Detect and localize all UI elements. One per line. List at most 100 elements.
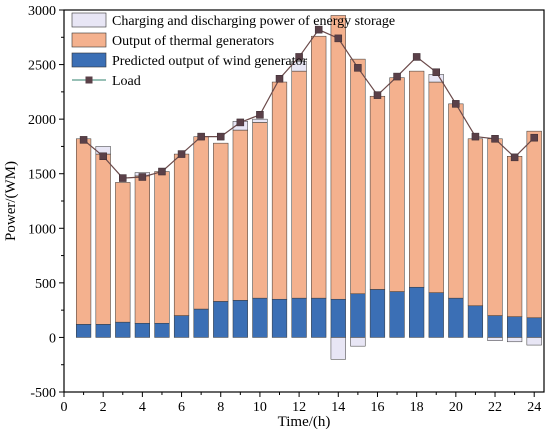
load-point-20 [452, 100, 460, 108]
thermal-bar-4 [134, 175, 150, 324]
wind-bar-11 [271, 298, 288, 338]
thermal-bar-13 [311, 35, 327, 299]
y-tick-label--500: -500 [30, 386, 56, 401]
thermal-bar-11 [271, 81, 288, 300]
legend-swatch-1 [71, 32, 107, 48]
storage-bar-14 [330, 337, 346, 360]
x-tick-label-6: 6 [178, 400, 185, 415]
thermal-bar-20 [448, 103, 464, 299]
wind-bar-4 [134, 322, 150, 338]
y-tick-label-2000: 2000 [28, 113, 56, 128]
wind-bar-20 [448, 297, 464, 338]
plot-area [75, 15, 542, 360]
x-tick-label-24: 24 [527, 400, 541, 415]
x-tick-label-4: 4 [139, 400, 146, 415]
load-point-2 [99, 152, 107, 161]
legend-swatch-load-marker [85, 76, 93, 84]
wind-bar-16 [369, 289, 386, 338]
load-point-13 [314, 25, 323, 34]
load-point-24 [530, 133, 538, 142]
legend-label-3: Load [112, 74, 141, 89]
load-point-15 [354, 64, 362, 72]
y-tick-label-3000: 3000 [28, 4, 56, 19]
wind-bar-9 [232, 300, 248, 338]
wind-bar-6 [173, 315, 190, 338]
y-tick-label-500: 500 [35, 277, 56, 292]
thermal-bar-19 [428, 81, 444, 293]
wind-bar-12 [291, 297, 307, 338]
load-point-17 [393, 72, 401, 81]
thermal-bar-2 [95, 153, 111, 325]
wind-bar-2 [95, 324, 111, 338]
wind-bar-15 [350, 293, 366, 338]
storage-bar-24 [526, 337, 542, 346]
load-point-6 [177, 150, 186, 158]
storage-bar-23 [507, 337, 523, 343]
x-tick-label-18: 18 [410, 400, 424, 415]
thermal-bar-7 [193, 136, 209, 310]
thermal-bar-21 [467, 138, 484, 307]
legend-swatch-2 [71, 52, 107, 68]
y-tick-label-0: 0 [49, 331, 56, 346]
y-tick-label-1500: 1500 [28, 168, 56, 183]
thermal-bar-8 [213, 142, 229, 302]
x-axis-title: Time/(h) [278, 414, 331, 430]
legend-label-0: Charging and discharging power of energy… [112, 14, 395, 29]
wind-bar-1 [75, 324, 92, 338]
load-point-7 [197, 132, 205, 141]
load-point-16 [373, 91, 382, 99]
load-point-10 [256, 111, 264, 119]
x-tick-label-16: 16 [370, 400, 384, 415]
thermal-bar-24 [526, 130, 542, 319]
x-tick-label-0: 0 [61, 400, 68, 415]
wind-bar-18 [409, 286, 425, 338]
load-point-5 [158, 167, 166, 176]
x-tick-label-22: 22 [488, 400, 502, 415]
thermal-bar-1 [75, 138, 92, 325]
load-point-9 [236, 118, 245, 127]
wind-bar-3 [115, 321, 131, 338]
x-tick-label-20: 20 [449, 400, 463, 415]
wind-bar-19 [428, 292, 444, 338]
thermal-bar-17 [389, 77, 405, 292]
x-tick-label-8: 8 [217, 400, 224, 415]
thermal-bar-23 [507, 156, 523, 317]
x-tick-label-10: 10 [253, 400, 267, 415]
load-point-3 [119, 174, 127, 182]
storage-bar-15 [350, 337, 366, 347]
storage-bar-12 [291, 61, 307, 72]
thermal-bar-14 [330, 15, 346, 300]
legend-label-2: Predicted output of wind generator [112, 54, 308, 69]
load-point-8 [216, 132, 225, 141]
load-point-22 [491, 135, 499, 143]
load-point-4 [138, 173, 147, 181]
x-tick-label-14: 14 [331, 400, 345, 415]
wind-bar-8 [213, 301, 229, 338]
storage-bar-22 [487, 337, 503, 341]
load-point-19 [432, 68, 440, 76]
y-tick-label-1000: 1000 [28, 222, 56, 237]
wind-bar-24 [526, 317, 542, 338]
y-axis-title: Power/(WM) [3, 161, 19, 241]
x-tick-label-2: 2 [100, 400, 107, 415]
thermal-bar-18 [409, 70, 425, 288]
legend: Charging and discharging power of energy… [71, 12, 395, 89]
wind-bar-10 [252, 297, 268, 338]
load-point-14 [334, 34, 343, 43]
storage-bar-10 [252, 118, 268, 123]
wind-bar-7 [193, 308, 209, 338]
legend-label-1: Output of thermal generators [112, 34, 274, 49]
wind-bar-13 [311, 297, 327, 338]
load-point-1 [79, 136, 88, 144]
thermal-bar-16 [369, 95, 386, 290]
load-point-21 [471, 132, 480, 141]
thermal-bar-22 [487, 138, 503, 316]
wind-bar-5 [154, 322, 170, 338]
thermal-bar-5 [154, 171, 170, 324]
wind-bar-21 [467, 305, 484, 338]
x-tick-label-12: 12 [292, 400, 306, 415]
wind-bar-14 [330, 298, 346, 338]
load-point-11 [275, 75, 284, 83]
